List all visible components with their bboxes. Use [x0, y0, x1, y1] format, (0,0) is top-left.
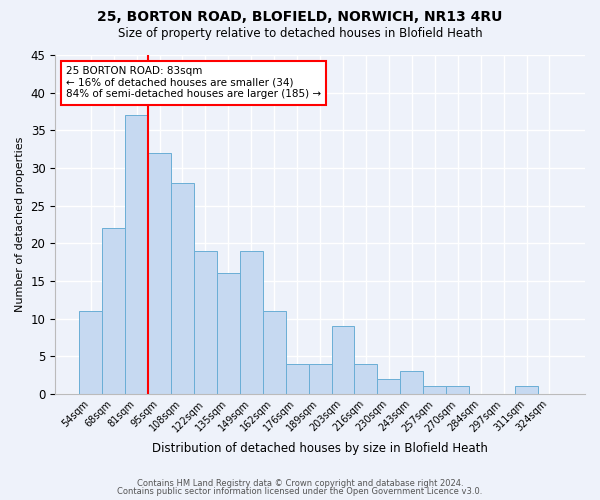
- Bar: [446, 386, 469, 394]
- Bar: [194, 251, 217, 394]
- Bar: [263, 311, 286, 394]
- Bar: [423, 386, 446, 394]
- Bar: [102, 228, 125, 394]
- Y-axis label: Number of detached properties: Number of detached properties: [15, 136, 25, 312]
- Bar: [377, 378, 400, 394]
- Text: Size of property relative to detached houses in Blofield Heath: Size of property relative to detached ho…: [118, 28, 482, 40]
- Bar: [400, 371, 423, 394]
- Bar: [217, 274, 240, 394]
- Bar: [515, 386, 538, 394]
- Bar: [171, 183, 194, 394]
- Bar: [355, 364, 377, 394]
- Text: 25 BORTON ROAD: 83sqm
← 16% of detached houses are smaller (34)
84% of semi-deta: 25 BORTON ROAD: 83sqm ← 16% of detached …: [66, 66, 321, 100]
- Text: Contains public sector information licensed under the Open Government Licence v3: Contains public sector information licen…: [118, 487, 482, 496]
- Text: Contains HM Land Registry data © Crown copyright and database right 2024.: Contains HM Land Registry data © Crown c…: [137, 478, 463, 488]
- Bar: [308, 364, 332, 394]
- Bar: [286, 364, 308, 394]
- Text: 25, BORTON ROAD, BLOFIELD, NORWICH, NR13 4RU: 25, BORTON ROAD, BLOFIELD, NORWICH, NR13…: [97, 10, 503, 24]
- Bar: [148, 153, 171, 394]
- Bar: [79, 311, 102, 394]
- Bar: [125, 115, 148, 394]
- Bar: [332, 326, 355, 394]
- Bar: [240, 251, 263, 394]
- X-axis label: Distribution of detached houses by size in Blofield Heath: Distribution of detached houses by size …: [152, 442, 488, 455]
